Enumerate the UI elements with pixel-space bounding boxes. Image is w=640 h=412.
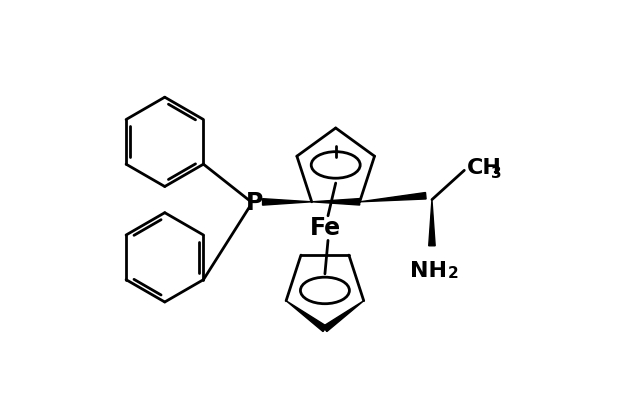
Polygon shape	[323, 301, 364, 332]
Text: NH: NH	[410, 261, 447, 281]
Polygon shape	[312, 199, 360, 205]
Polygon shape	[360, 192, 426, 202]
Text: CH: CH	[467, 158, 502, 178]
Text: 3: 3	[492, 166, 502, 181]
Text: 2: 2	[447, 266, 458, 281]
Text: Fe: Fe	[310, 216, 341, 240]
Text: P: P	[246, 192, 264, 215]
Polygon shape	[429, 199, 435, 246]
Polygon shape	[286, 301, 327, 332]
Polygon shape	[262, 199, 312, 205]
